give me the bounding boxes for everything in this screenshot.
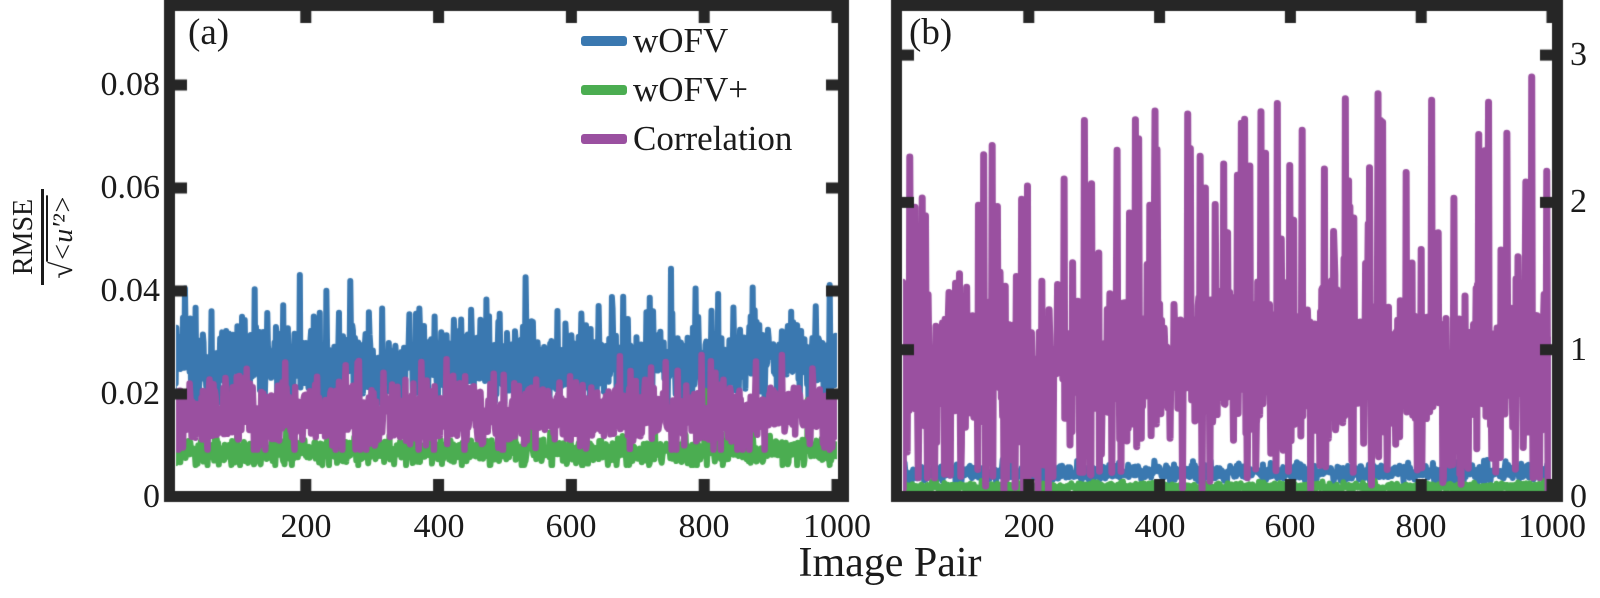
legend-swatch-wofv [581, 35, 627, 46]
legend-swatch-correlation [581, 133, 627, 144]
x-tick-label-a: 800 [678, 508, 730, 545]
panel-label-b: (b) [909, 12, 953, 53]
y-tick-label-right: 3 [1570, 36, 1587, 73]
y-axis-label: RMSE √<u′²> [1, 127, 87, 347]
panel-label-a: (a) [188, 12, 230, 53]
y-tick-label-left: 0.06 [100, 169, 161, 206]
x-tick-label-a: 1000 [803, 508, 871, 545]
legend-label-wofv-plus: wOFV+ [633, 69, 749, 109]
y-tick-label-left: 0 [143, 478, 160, 515]
legend-swatch-wofv-plus [581, 84, 627, 95]
x-tick-label-b: 800 [1395, 508, 1447, 545]
y-axis-label-numerator: RMSE [8, 188, 44, 286]
legend-item-wofv-plus: wOFV+ [581, 65, 792, 114]
legend-item-wofv: wOFV [581, 16, 792, 65]
y-tick-label-right: 2 [1570, 183, 1587, 220]
y-tick-label-left: 0.08 [100, 66, 161, 103]
x-tick-label-a: 400 [413, 508, 465, 545]
x-tick-label-b: 200 [1003, 508, 1055, 545]
x-tick-label-b: 1000 [1518, 508, 1586, 545]
x-tick-label-b: 600 [1264, 508, 1316, 545]
y-tick-label-right: 0 [1570, 478, 1587, 515]
y-tick-label-left: 0.02 [100, 375, 161, 412]
x-axis-label: Image Pair [798, 540, 982, 586]
legend-label-correlation: Correlation [633, 118, 793, 158]
y-tick-label-right: 1 [1570, 331, 1587, 368]
legend-label-wofv: wOFV [633, 20, 729, 60]
legend-item-correlation: Correlation [581, 114, 792, 163]
x-tick-label-b: 400 [1134, 508, 1186, 545]
y-tick-label-left: 0.04 [100, 272, 161, 309]
legend: wOFV wOFV+ Correlation [581, 16, 792, 163]
x-tick-label-a: 200 [280, 508, 332, 545]
x-tick-label-a: 600 [545, 508, 597, 545]
